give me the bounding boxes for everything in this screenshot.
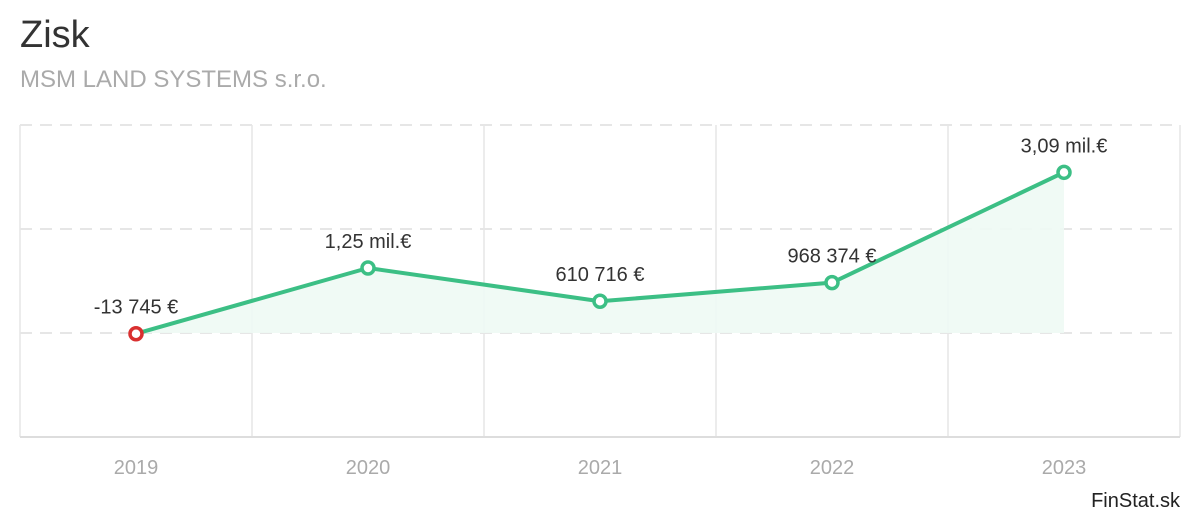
- company-name: MSM LAND SYSTEMS s.r.o.: [20, 66, 327, 93]
- data-label: 610 716 €: [556, 264, 645, 286]
- data-point: [360, 260, 376, 276]
- data-point: [824, 274, 840, 291]
- data-label: 968 374 €: [788, 246, 877, 268]
- x-tick-label: 2019: [114, 457, 159, 479]
- data-point: [592, 293, 608, 309]
- data-label: -13 745 €: [94, 297, 179, 319]
- chart-title: Zisk: [20, 14, 90, 56]
- finstat-logo[interactable]: FinStat.sk: [1091, 490, 1180, 512]
- x-tick-label: 2022: [810, 457, 855, 479]
- area-fill: [136, 172, 1064, 334]
- x-tick-label: 2021: [578, 457, 623, 479]
- data-point: [128, 325, 144, 342]
- x-tick-label: 2020: [346, 457, 391, 479]
- x-tick-label: 2023: [1042, 457, 1087, 479]
- data-label: 1,25 mil.€: [325, 231, 412, 253]
- data-point: [1056, 164, 1072, 181]
- data-label: 3,09 mil.€: [1021, 135, 1108, 157]
